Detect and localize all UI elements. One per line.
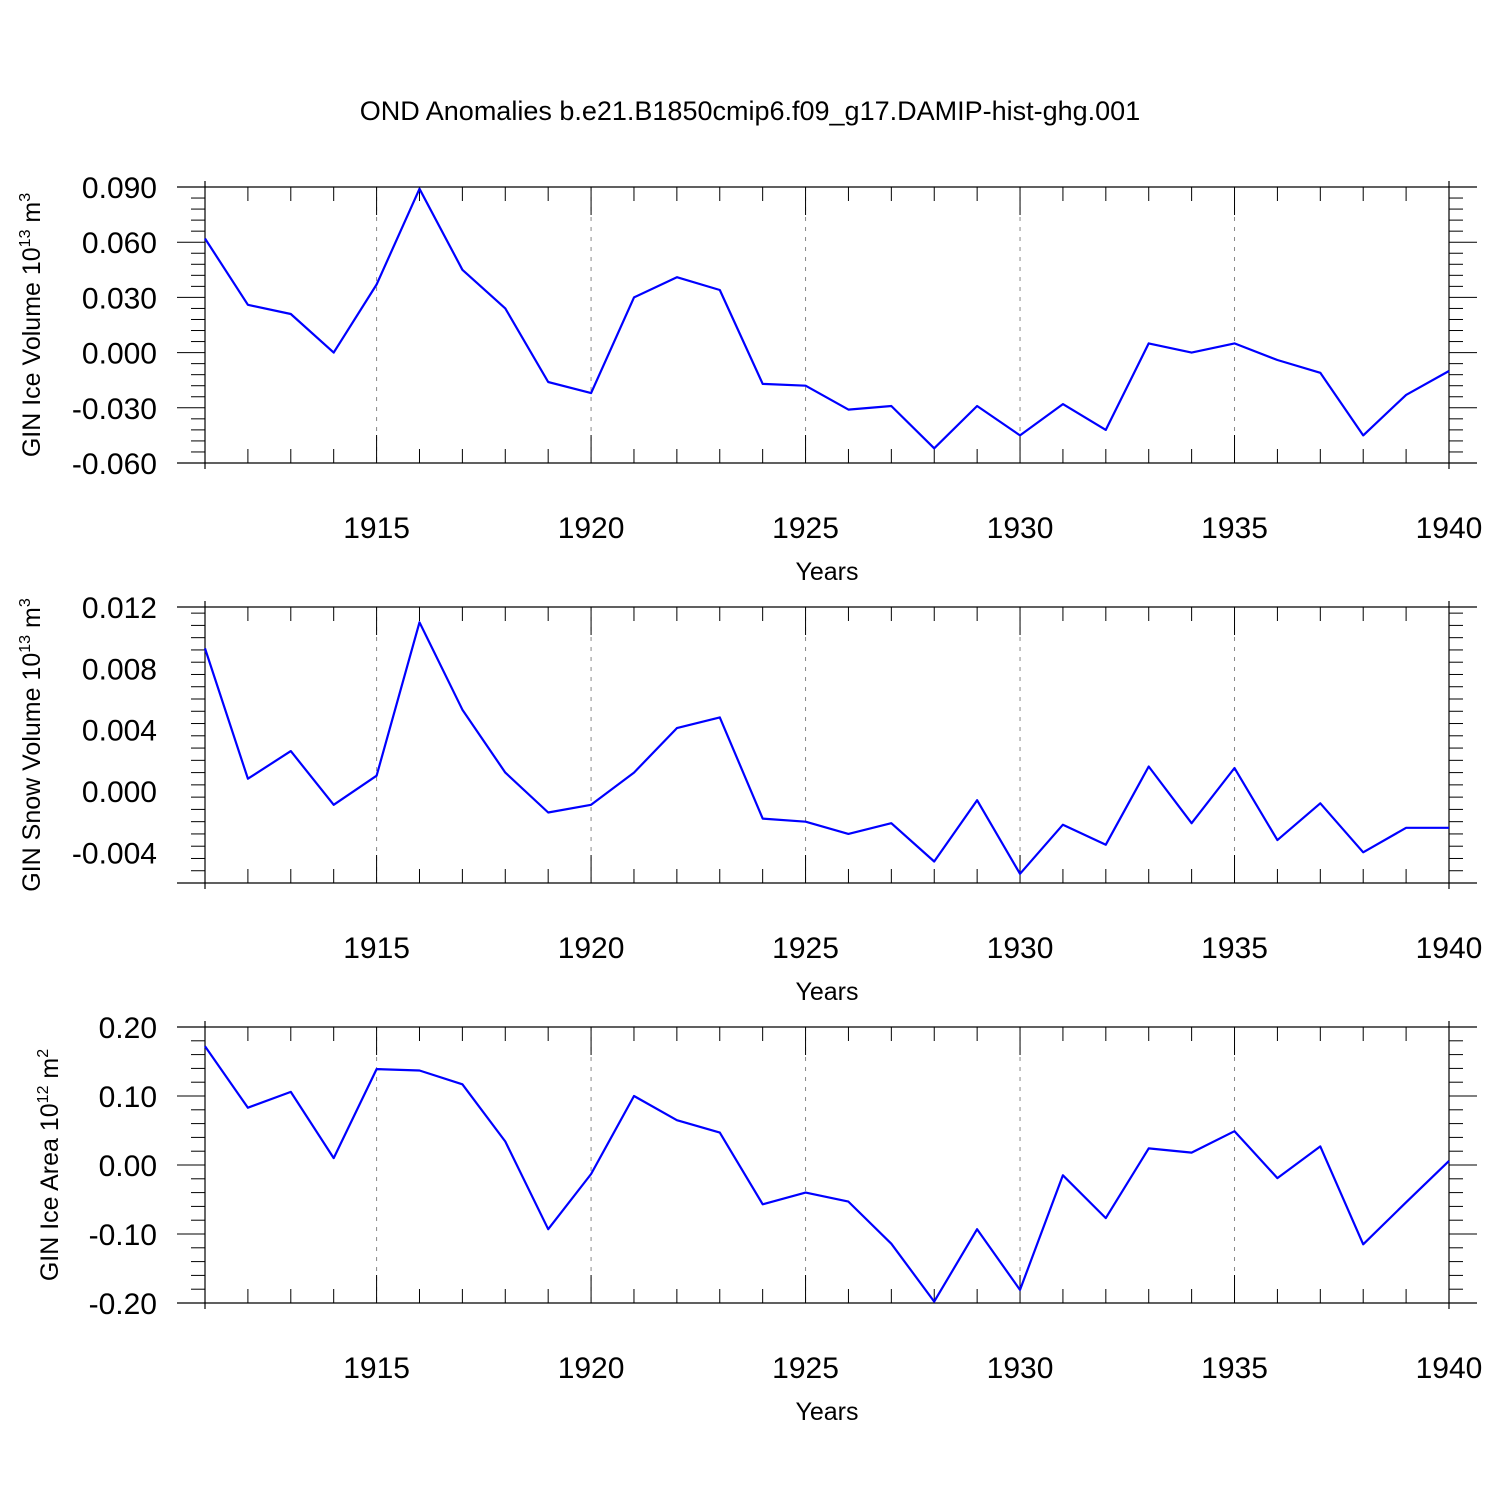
y-axis-label-part: m xyxy=(18,202,46,230)
chart-panel-1: -0.060 -0.030 0.000 0.030 0.060 0.090 1915 1920… xyxy=(17,172,1482,586)
chart-title: OND Anomalies b.e21.B1850cmip6.f09_g17.D… xyxy=(359,96,1141,126)
series-line xyxy=(203,621,1449,875)
x-tick-label: 1940 xyxy=(1416,932,1483,965)
x-tick-label: 1920 xyxy=(558,1352,625,1385)
series-line xyxy=(204,1045,1450,1303)
y-axis-label: GIN Ice Volume 1013 m3 xyxy=(17,193,46,457)
x-tick-label: 1935 xyxy=(1201,512,1268,545)
y-axis-label: GIN Ice Area 1012 m2 xyxy=(35,1049,64,1281)
y-tick-label: 0.090 xyxy=(82,172,157,205)
x-tick-label: 1940 xyxy=(1416,512,1483,545)
x-tick-label: 1915 xyxy=(343,512,410,545)
y-tick-label: 0.008 xyxy=(82,653,157,686)
y-tick-label: 0.000 xyxy=(82,776,157,809)
y-tick-label: 0.060 xyxy=(82,227,157,260)
x-tick-label: 1935 xyxy=(1201,1352,1268,1385)
x-tick-label: 1925 xyxy=(772,932,839,965)
y-tick-label: -0.10 xyxy=(89,1219,157,1252)
x-tick-label: 1940 xyxy=(1416,1352,1483,1385)
x-tick-label: 1930 xyxy=(987,1352,1054,1385)
x-tick-label: 1915 xyxy=(343,1352,410,1385)
x-tick-label: 1915 xyxy=(343,932,410,965)
x-tick-label: 1925 xyxy=(772,1352,839,1385)
x-tick-label: 1935 xyxy=(1201,932,1268,965)
y-axis-label-part: GIN Ice Area 10 xyxy=(36,1103,64,1281)
y-axis-label: GIN Snow Volume 1013 m3 xyxy=(17,598,46,892)
y-tick-label: -0.20 xyxy=(89,1288,157,1321)
x-tick-label: 1930 xyxy=(987,932,1054,965)
y-axis-label-part: m xyxy=(18,607,46,635)
y-axis-label-superscript: 12 xyxy=(35,1085,52,1103)
chart-panel-2: -0.004 0.000 0.004 0.008 0.012 1915 1920 1925 19… xyxy=(17,592,1482,1006)
y-tick-label: 0.000 xyxy=(82,338,157,371)
y-tick-label: -0.004 xyxy=(72,837,157,870)
x-axis-label: Years xyxy=(795,1398,858,1426)
y-axis-label-superscript: 2 xyxy=(35,1049,52,1058)
y-axis-label-superscript: 13 xyxy=(17,635,34,653)
x-tick-label: 1920 xyxy=(558,512,625,545)
y-tick-label: 0.00 xyxy=(99,1150,157,1183)
series-line xyxy=(204,187,1450,450)
y-tick-label: 0.004 xyxy=(82,715,157,748)
y-tick-label: 0.012 xyxy=(82,592,157,625)
x-axis-label: Years xyxy=(795,978,858,1006)
y-axis-label-part: GIN Ice Volume 10 xyxy=(18,247,46,457)
chart-panel-3: -0.20 -0.10 0.00 0.10 0.20 1915 1920 1925 1930 19… xyxy=(35,1012,1482,1426)
y-axis-label-superscript: 13 xyxy=(17,229,34,247)
y-axis-label-superscript: 3 xyxy=(17,193,34,202)
y-tick-label: -0.060 xyxy=(72,448,157,481)
y-tick-label: -0.030 xyxy=(72,393,157,426)
y-tick-label: 0.030 xyxy=(82,282,157,315)
y-axis-label-part: GIN Snow Volume 10 xyxy=(18,653,46,892)
y-tick-label: 0.10 xyxy=(99,1081,157,1114)
x-tick-label: 1930 xyxy=(987,512,1054,545)
y-axis-label-superscript: 3 xyxy=(17,598,34,607)
y-axis-label-part: m xyxy=(36,1058,64,1086)
y-tick-label: 0.20 xyxy=(99,1012,157,1045)
x-tick-label: 1925 xyxy=(772,512,839,545)
x-tick-label: 1920 xyxy=(558,932,625,965)
x-axis-label: Years xyxy=(795,558,858,586)
